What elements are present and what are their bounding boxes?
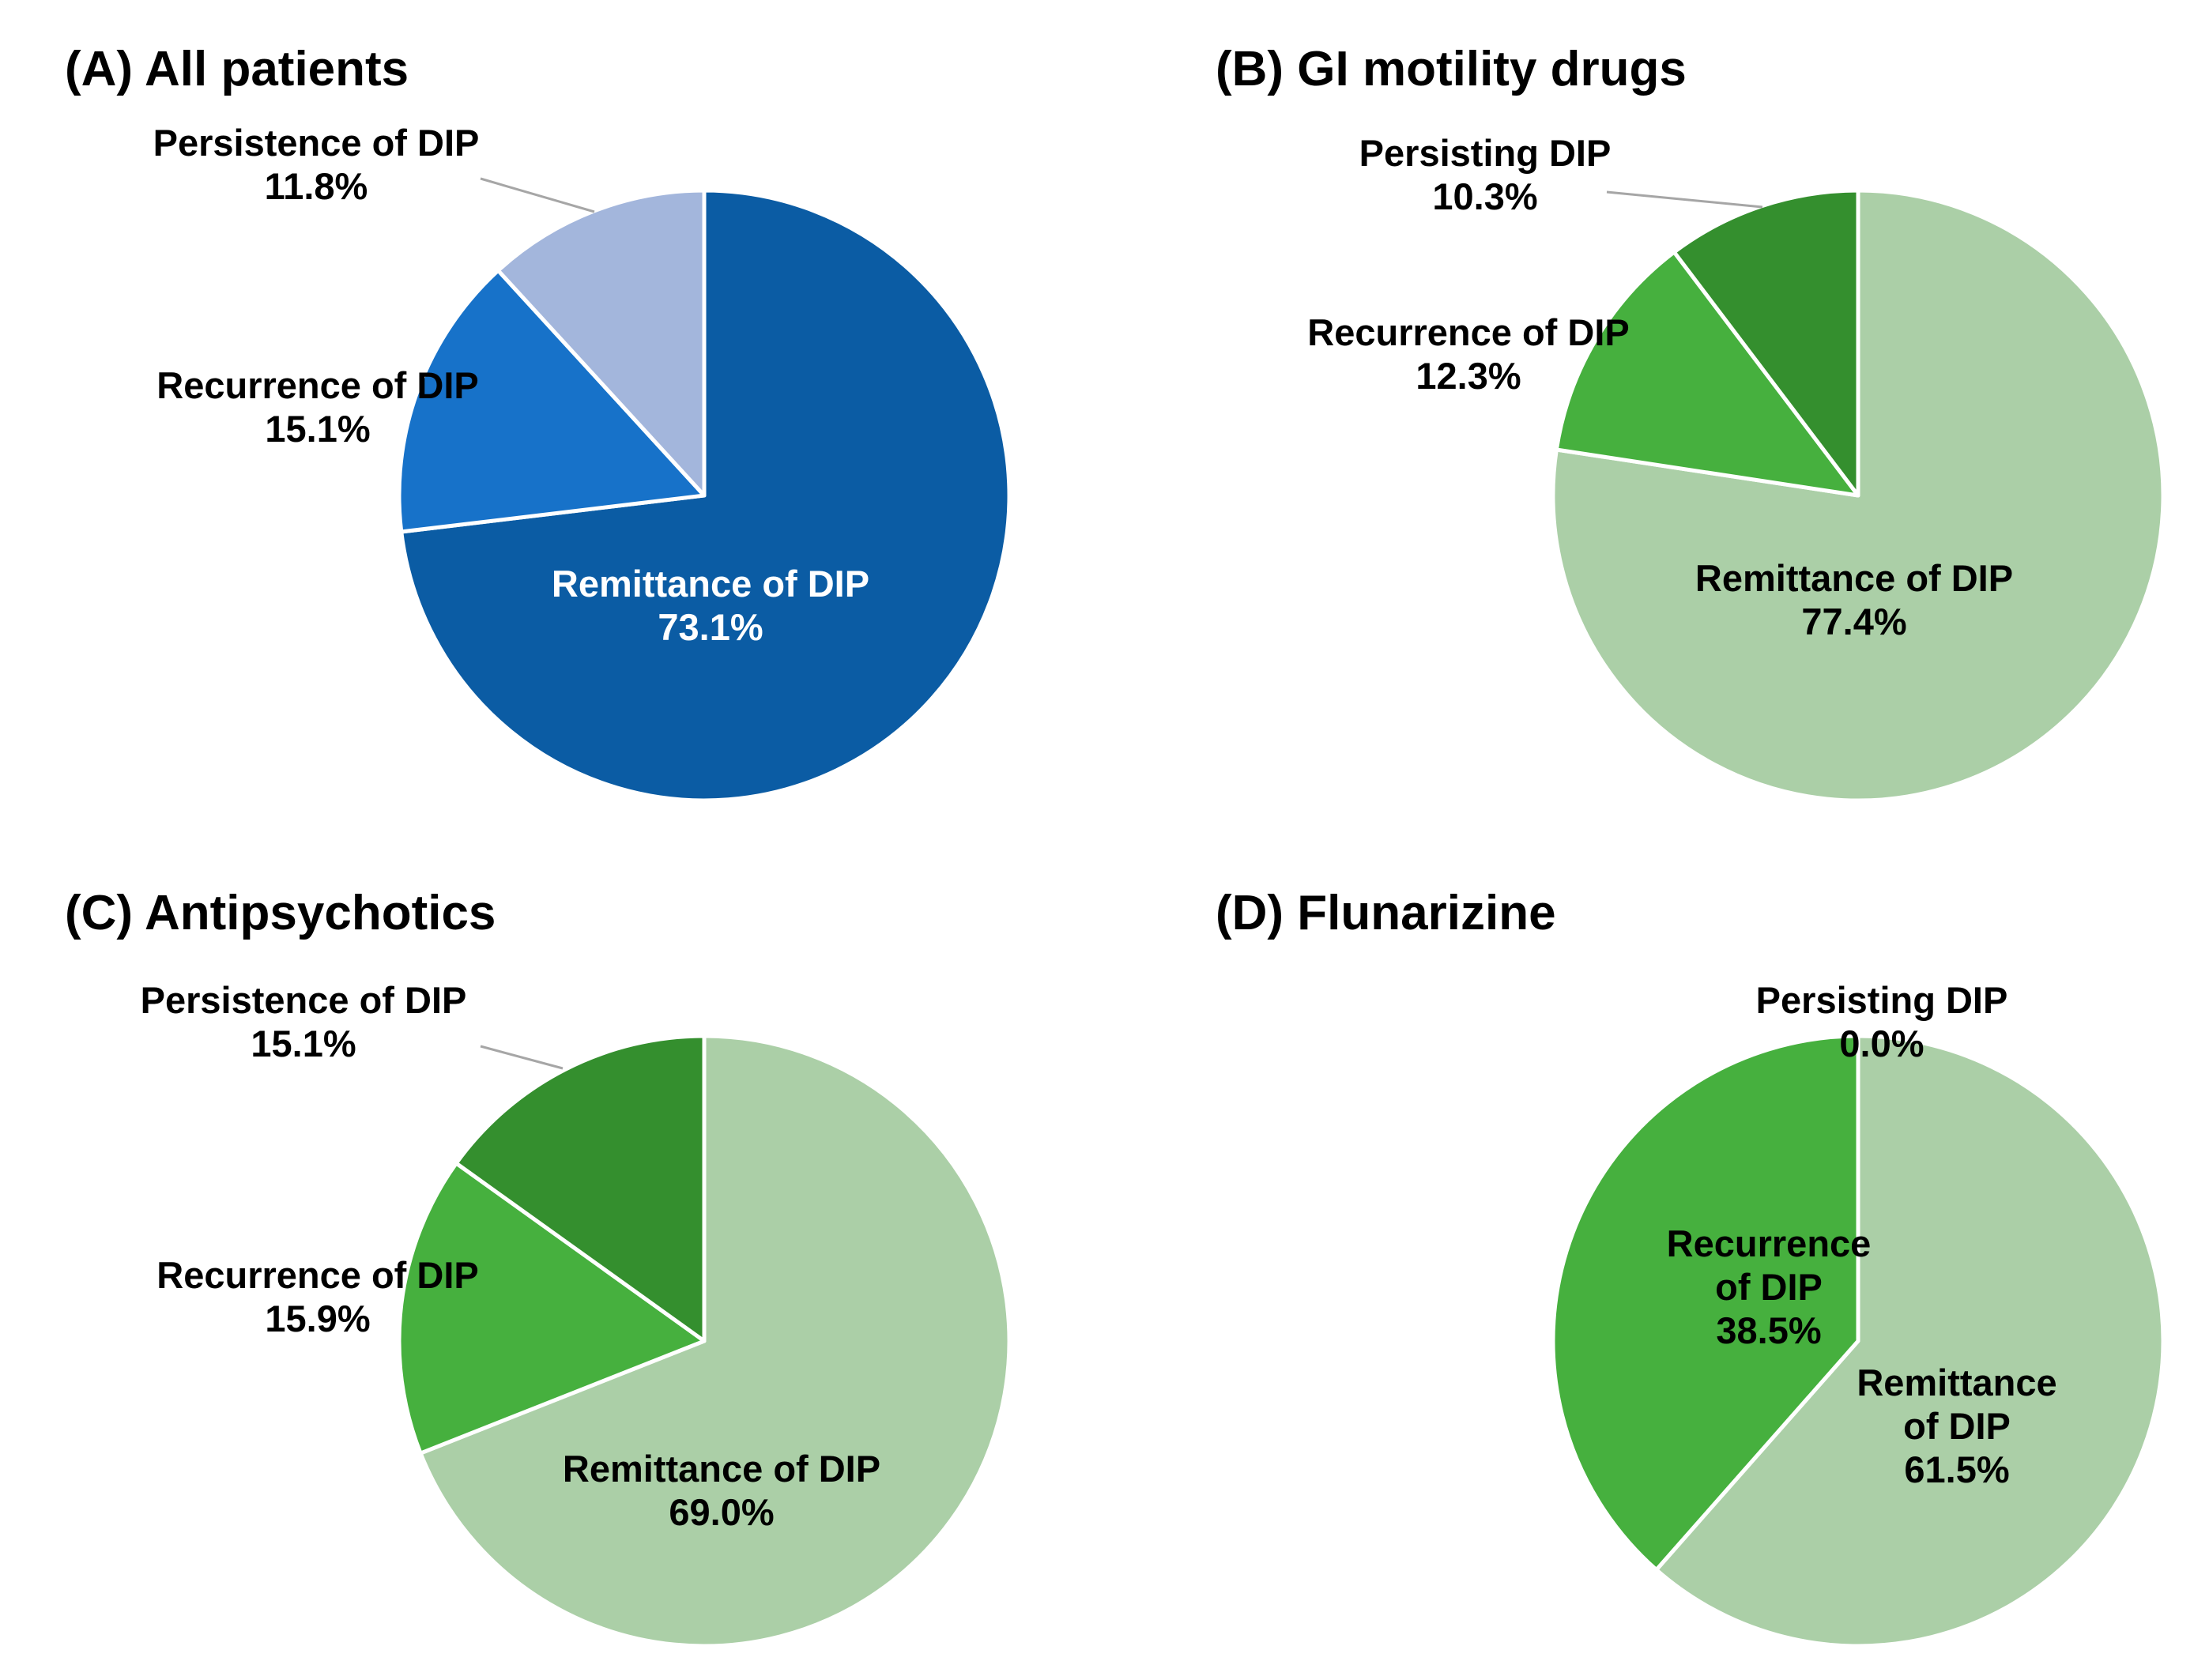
- pie-panel-2: (B) GI motility drugs Remittance of DIP 77…: [1216, 42, 2166, 803]
- slice-label: Remittance of DIP 61.5%: [1857, 1362, 2056, 1490]
- pie-slice: [418, 1034, 1012, 1648]
- slice-name: Remittance of DIP: [1695, 557, 2013, 599]
- slice-value: 0.0%: [1839, 1023, 1924, 1064]
- leader-line: [1606, 190, 1763, 209]
- pie-slice: [397, 268, 707, 534]
- slice-name: Remittance: [1857, 1362, 2056, 1403]
- slice-value: 73.1%: [658, 606, 763, 648]
- slice-name: Recurrence: [1667, 1222, 1872, 1264]
- pie-slice: [454, 1034, 707, 1343]
- slice-label: Remittance of DIP 77.4%: [1695, 557, 2013, 642]
- pie-slice: [1654, 1034, 2166, 1648]
- slice-name: Persisting DIP: [1359, 132, 1612, 174]
- slice-value: 12.3%: [1416, 355, 1521, 397]
- panel-title: (A) All patients: [65, 42, 409, 96]
- slice-value: 11.8%: [265, 165, 368, 207]
- slice-name: Recurrence of DIP: [156, 364, 478, 406]
- pie-slice: [1554, 250, 1860, 498]
- slice-name: of DIP: [1903, 1405, 2011, 1447]
- slice-name: Recurrence of DIP: [156, 1254, 478, 1296]
- slice-value: 38.5%: [1716, 1309, 1821, 1351]
- slice-value: 10.3%: [1432, 175, 1537, 217]
- pie-slice: [1551, 1034, 1860, 1573]
- slice-value: 15.9%: [265, 1298, 370, 1339]
- slice-name: Persisting DIP: [1756, 979, 2008, 1021]
- slice-name: Persistence of DIP: [153, 122, 480, 164]
- slice-label: Recurrence of DIP 15.1%: [156, 364, 478, 450]
- leader-line: [480, 177, 595, 213]
- slice-name: of DIP: [1715, 1266, 1823, 1308]
- slice-label: Remittance of DIP 69.0%: [563, 1448, 880, 1533]
- panel-title: (B) GI motility drugs: [1216, 42, 1687, 96]
- pie-slice: [397, 1161, 707, 1456]
- panel-title: (C) Antipsychotics: [65, 886, 496, 940]
- slice-label: Persisting DIP 0.0%: [1756, 979, 2008, 1064]
- slice-value: 69.0%: [669, 1491, 774, 1533]
- slice-label: Recurrence of DIP 38.5%: [1667, 1222, 1872, 1351]
- slice-name: Persistence of DIP: [141, 979, 467, 1021]
- panel-title: (D) Flunarizine: [1216, 886, 1556, 940]
- slice-label: Recurrence of DIP 12.3%: [1307, 311, 1629, 397]
- slice-label: Remittance of DIP 73.1%: [552, 563, 869, 648]
- slice-label: Persistence of DIP 15.1%: [141, 979, 467, 1064]
- slice-name: Remittance of DIP: [563, 1448, 880, 1490]
- slice-name: Recurrence of DIP: [1307, 311, 1629, 353]
- slice-label: Recurrence of DIP 15.9%: [156, 1254, 478, 1339]
- slice-value: 61.5%: [1904, 1448, 2009, 1490]
- slice-label: Persisting DIP 10.3%: [1359, 132, 1612, 217]
- slice-value: 15.1%: [251, 1023, 356, 1064]
- slice-name: Remittance of DIP: [552, 563, 869, 605]
- slice-label: Persistence of DIP 11.8%: [153, 122, 480, 207]
- slice-value: 77.4%: [1801, 601, 1906, 642]
- pie-panel-3: (C) Antipsychotics Remittance of DIP 69.0%…: [65, 886, 1012, 1648]
- slice-value: 15.1%: [265, 408, 370, 450]
- leader-line: [480, 1045, 564, 1070]
